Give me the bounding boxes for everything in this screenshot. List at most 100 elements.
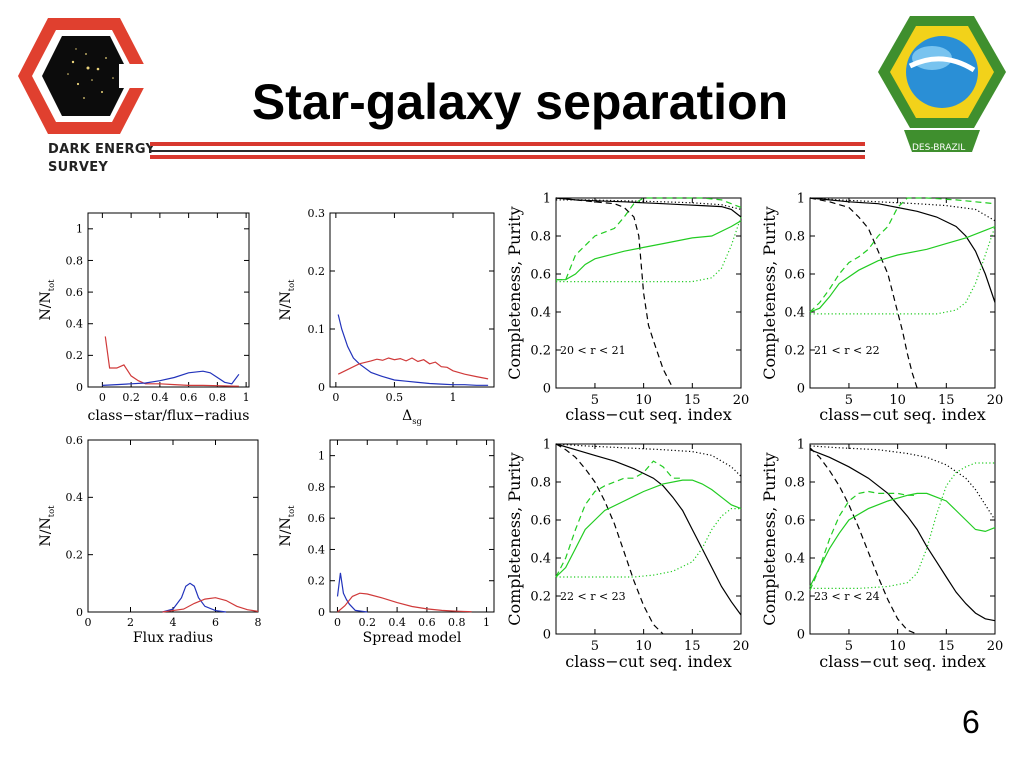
chart-panel-hist-class-star: 0 0.2 0.4 0.6 0.8 1 0 0.2 0.4 0.6 0.8 1 class−star/f… bbox=[38, 212, 250, 424]
y-axis-label-main: N/N bbox=[38, 517, 54, 546]
des-brazil-wordmark: DES-BRAZIL bbox=[912, 143, 966, 153]
slide-title: Star-galaxy separation bbox=[251, 73, 789, 130]
y-axis-label: Completeness, Purity bbox=[505, 206, 524, 379]
dark-energy-survey-wordmark: DARK ENERGY SURVEY bbox=[48, 141, 155, 177]
x-tick-label: 5 bbox=[845, 639, 853, 654]
chart-panel-hist-flux-radius: 0 2 4 6 8 0 0.2 0.4 0.6 Flux radius N/Ntot bbox=[38, 434, 262, 646]
y-tick-label: 0 bbox=[76, 381, 83, 394]
y-tick-label: 0.8 bbox=[784, 230, 805, 245]
series-line-star-solid bbox=[102, 370, 240, 386]
x-tick-label: 5 bbox=[591, 639, 599, 654]
series-line-galaxy-solid bbox=[337, 592, 472, 613]
x-tick-label: 5 bbox=[591, 393, 599, 408]
y-tick-label: 0.6 bbox=[784, 514, 805, 529]
y-axis-label: Completeness, Purity bbox=[760, 206, 779, 379]
y-tick-label: 0.3 bbox=[308, 207, 326, 220]
x-tick-label: 8 bbox=[255, 616, 262, 629]
y-tick-label: 1 bbox=[318, 449, 325, 462]
series-line-galaxy-solid bbox=[337, 357, 489, 380]
y-axis-label-main: N/N bbox=[38, 291, 54, 320]
page-number: 6 bbox=[962, 704, 980, 740]
des-brazil-logo bbox=[878, 16, 1006, 152]
series-line-galaxy-solid bbox=[162, 597, 259, 613]
series-line-star-solid bbox=[336, 572, 368, 613]
y-tick-label: 0.6 bbox=[66, 286, 84, 299]
x-tick-label: 10 bbox=[889, 393, 906, 408]
y-tick-label: 1 bbox=[543, 192, 551, 207]
series-line-green-dashed bbox=[556, 197, 742, 281]
y-tick-label: 0 bbox=[76, 606, 83, 619]
x-axis-label: class−cut seq. index bbox=[565, 652, 731, 671]
x-axis-label: class−cut seq. index bbox=[565, 405, 731, 424]
y-tick-label: 0.4 bbox=[784, 306, 805, 321]
rule-red-top bbox=[150, 142, 865, 146]
plot-frame bbox=[555, 443, 742, 635]
y-tick-label: 0 bbox=[318, 381, 325, 394]
y-tick-label: 0.1 bbox=[308, 323, 326, 336]
y-axis-label-subscript: tot bbox=[286, 505, 296, 517]
plot-frame bbox=[555, 197, 742, 389]
x-tick-label: 15 bbox=[684, 639, 701, 654]
y-tick-label: 0.6 bbox=[784, 268, 805, 283]
y-tick-label: 0 bbox=[318, 606, 325, 619]
x-tick-label: 10 bbox=[635, 393, 652, 408]
chart-panel-cp-23-24: 5 10 15 20 0 0.2 0.4 0.6 0.8 1 23 < r < 24 class−cu… bbox=[760, 438, 1003, 671]
plot-frame bbox=[809, 197, 996, 389]
y-tick-label: 0.2 bbox=[530, 344, 551, 359]
y-tick-label: 1 bbox=[797, 192, 805, 207]
y-axis-label: N/Ntot bbox=[38, 505, 56, 547]
y-tick-label: 0.4 bbox=[66, 491, 84, 504]
series-line-green-dotted bbox=[810, 226, 996, 315]
y-tick-label: 0.4 bbox=[530, 552, 551, 567]
y-tick-label: 0.8 bbox=[66, 254, 84, 267]
series-line-green-dashed bbox=[555, 460, 683, 578]
x-tick-label: 1 bbox=[243, 391, 250, 404]
x-tick-label: 0.6 bbox=[180, 391, 198, 404]
series-line-black-dotted bbox=[556, 199, 742, 210]
x-tick-label: 0.2 bbox=[122, 391, 140, 404]
x-tick-label: 0.4 bbox=[388, 616, 406, 629]
y-tick-label: 0.8 bbox=[530, 476, 551, 491]
x-tick-label: 15 bbox=[938, 639, 955, 654]
chart-panel-cp-21-22: 5 10 15 20 0 0.2 0.4 0.6 0.8 1 21 < r < 22 class−cu… bbox=[760, 192, 1003, 424]
x-tick-label: 20 bbox=[733, 393, 750, 408]
plot-frame bbox=[87, 439, 259, 613]
x-tick-label: 0.2 bbox=[359, 616, 377, 629]
series-line-black-solid bbox=[555, 443, 742, 616]
y-axis-label: Completeness, Purity bbox=[505, 452, 524, 625]
x-tick-label: 2 bbox=[127, 616, 134, 629]
y-tick-label: 0.6 bbox=[530, 514, 551, 529]
y-tick-label: 0.2 bbox=[530, 590, 551, 605]
x-tick-label: 0 bbox=[85, 616, 92, 629]
chart-panel-cp-22-23: 5 10 15 20 0 0.2 0.4 0.6 0.8 1 22 < r < 23 class−cu… bbox=[505, 438, 749, 671]
x-axis-label: Spread model bbox=[363, 630, 462, 646]
x-axis-label: class−cut seq. index bbox=[819, 405, 985, 424]
x-tick-label: 6 bbox=[212, 616, 219, 629]
series-line-black-dotted bbox=[809, 197, 996, 222]
y-tick-label: 0 bbox=[543, 382, 551, 397]
series-line-black-dashed bbox=[809, 197, 918, 389]
x-tick-label: 20 bbox=[733, 639, 750, 654]
series-line-green-solid bbox=[556, 220, 742, 281]
y-axis-label: N/Ntot bbox=[38, 279, 56, 321]
rule-red-bottom bbox=[150, 155, 865, 159]
series-line-black-dashed bbox=[555, 443, 664, 635]
y-tick-label: 0.6 bbox=[308, 512, 326, 525]
x-tick-label: 20 bbox=[987, 639, 1004, 654]
series-line-green-dotted bbox=[556, 216, 742, 283]
x-tick-label: 1 bbox=[450, 391, 457, 404]
y-tick-label: 0 bbox=[797, 628, 805, 643]
y-tick-label: 0.4 bbox=[784, 552, 805, 567]
series-line-black-solid bbox=[809, 197, 996, 303]
x-tick-label: 10 bbox=[635, 639, 652, 654]
chart-panel-hist-spread-model: 0 0.2 0.4 0.6 0.8 1 0 0.2 0.4 0.6 0.8 1 Spread model… bbox=[278, 439, 495, 646]
magnitude-range-label: 22 < r < 23 bbox=[560, 590, 626, 603]
y-axis-label: Completeness, Purity bbox=[760, 452, 779, 625]
y-tick-label: 0.4 bbox=[66, 318, 84, 331]
y-tick-label: 0 bbox=[797, 382, 805, 397]
y-tick-label: 0.8 bbox=[308, 481, 326, 494]
plot-frame bbox=[87, 212, 250, 388]
y-tick-label: 1 bbox=[543, 438, 551, 453]
series-line-galaxy-solid bbox=[104, 336, 239, 387]
magnitude-range-label: 21 < r < 22 bbox=[814, 344, 880, 357]
